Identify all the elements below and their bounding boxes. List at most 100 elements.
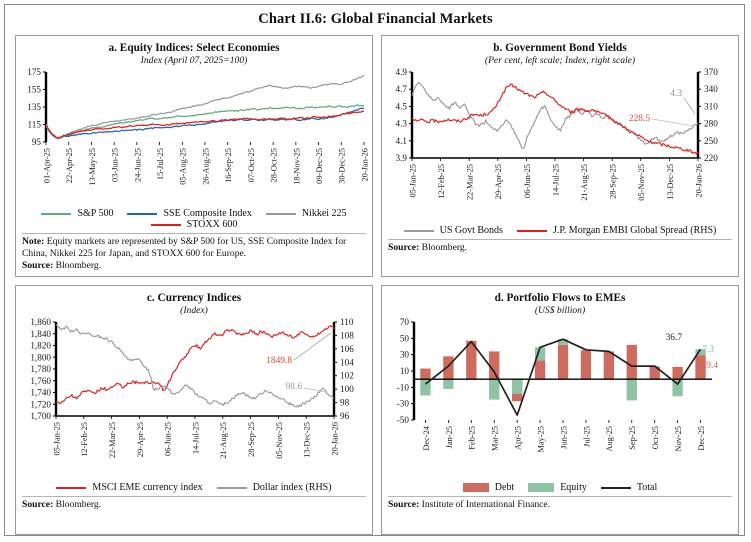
svg-text:1,860: 1,860 bbox=[30, 317, 51, 327]
svg-text:1,800: 1,800 bbox=[30, 352, 51, 362]
source-label: Source: bbox=[22, 260, 54, 272]
svg-text:220: 220 bbox=[704, 153, 718, 163]
svg-text:24-Jun-25: 24-Jun-25 bbox=[133, 148, 142, 182]
svg-text:280: 280 bbox=[704, 119, 718, 129]
legend-item: US Govt Bonds bbox=[403, 225, 503, 236]
legend-item: MSCI EME currency index bbox=[56, 482, 203, 493]
svg-text:106: 106 bbox=[340, 344, 354, 354]
legend-label: Nikkei 225 bbox=[301, 208, 347, 219]
svg-text:07-Oct-25: 07-Oct-25 bbox=[247, 148, 256, 182]
svg-text:1,700: 1,700 bbox=[30, 411, 51, 421]
page-title: Chart II.6: Global Financial Markets bbox=[258, 11, 493, 27]
legend-swatch-icon bbox=[528, 483, 555, 492]
svg-text:28-Oct-25: 28-Oct-25 bbox=[270, 148, 279, 182]
svg-text:1,720: 1,720 bbox=[30, 399, 51, 409]
panel-equity-indices: a. Equity Indices: Select Economies Inde… bbox=[15, 35, 373, 277]
svg-text:22-Mar-25: 22-Mar-25 bbox=[108, 422, 117, 458]
legend-label: Debt bbox=[494, 482, 515, 493]
legend-label: S&P 500 bbox=[77, 208, 114, 219]
svg-text:36.7: 36.7 bbox=[666, 333, 683, 343]
panel-b-legend: US Govt Bonds J.P. Morgan EMBI Global Spr… bbox=[382, 225, 738, 236]
legend-swatch-icon bbox=[56, 486, 87, 489]
svg-text:98.6: 98.6 bbox=[286, 382, 303, 392]
svg-text:96: 96 bbox=[340, 411, 350, 421]
svg-text:Jul-25: Jul-25 bbox=[582, 426, 591, 447]
svg-text:108: 108 bbox=[340, 330, 354, 340]
svg-text:310: 310 bbox=[704, 101, 718, 111]
svg-text:20-Jan-26: 20-Jan-26 bbox=[694, 164, 703, 198]
source-label: Source: bbox=[22, 499, 54, 510]
svg-text:Nov-25: Nov-25 bbox=[674, 426, 683, 452]
panel-d-legend: Debt Equity Total bbox=[382, 482, 738, 493]
svg-text:01-Apr-25: 01-Apr-25 bbox=[42, 148, 51, 183]
svg-text:3.9: 3.9 bbox=[396, 153, 408, 163]
legend-label: STOXX 600 bbox=[186, 219, 238, 230]
svg-text:12-Feb-25: 12-Feb-25 bbox=[80, 422, 89, 457]
legend-swatch-icon bbox=[216, 486, 247, 489]
svg-text:175: 175 bbox=[27, 67, 41, 77]
legend-label: Equity bbox=[560, 482, 587, 493]
panel-b-source: Source: Bloomberg. bbox=[382, 242, 738, 253]
legend-swatch-icon bbox=[150, 223, 181, 226]
svg-text:05-Nov-25: 05-Nov-25 bbox=[275, 422, 284, 459]
svg-text:14-Jul-25: 14-Jul-25 bbox=[551, 164, 560, 196]
svg-text:29-Apr-25: 29-Apr-25 bbox=[136, 422, 145, 457]
legend-label: US Govt Bonds bbox=[439, 225, 503, 236]
panel-d-subtitle: (US$ billion) bbox=[534, 305, 586, 316]
svg-text:370: 370 bbox=[704, 67, 718, 77]
legend-swatch-icon bbox=[41, 212, 72, 215]
svg-text:06-Jun-25: 06-Jun-25 bbox=[523, 164, 532, 198]
svg-text:100: 100 bbox=[340, 384, 354, 394]
svg-text:06-Jun-25: 06-Jun-25 bbox=[164, 422, 173, 456]
svg-text:102: 102 bbox=[340, 371, 354, 381]
svg-text:-50: -50 bbox=[397, 415, 410, 425]
svg-text:Aug-25: Aug-25 bbox=[605, 426, 614, 452]
svg-text:14-Jul-25: 14-Jul-25 bbox=[191, 422, 200, 454]
svg-text:05-Aug-25: 05-Aug-25 bbox=[179, 148, 188, 185]
note-label: Note: bbox=[22, 236, 45, 247]
panel-b-plot: 3.9 4.1 4.3 4.5 4.7 4.9 220 250 280 310 340 370 05-J… bbox=[382, 66, 738, 221]
panel-a-source: Source: Bloomberg. bbox=[16, 260, 372, 271]
panel-c-divider bbox=[22, 496, 366, 497]
svg-text:30: 30 bbox=[400, 350, 410, 360]
svg-text:4.9: 4.9 bbox=[396, 67, 408, 77]
panel-b-divider bbox=[388, 239, 732, 240]
svg-text:115: 115 bbox=[28, 120, 42, 130]
svg-text:Mar-25: Mar-25 bbox=[491, 426, 500, 451]
legend-swatch-icon bbox=[600, 486, 631, 489]
panel-c-source: Source: Bloomberg. bbox=[16, 499, 372, 510]
svg-text:50: 50 bbox=[400, 333, 410, 343]
legend-swatch-icon bbox=[462, 483, 489, 492]
legend-swatch-icon bbox=[403, 229, 434, 232]
panel-b-title: b. Government Bond Yields bbox=[493, 42, 627, 54]
panel-bond-yields: b. Government Bond Yields (Per cent, lef… bbox=[381, 35, 739, 277]
svg-text:29.4: 29.4 bbox=[702, 361, 719, 371]
svg-text:1,760: 1,760 bbox=[30, 376, 51, 386]
svg-text:13-Dec-25: 13-Dec-25 bbox=[303, 422, 312, 458]
svg-text:20-Jan-26: 20-Jan-26 bbox=[360, 148, 369, 182]
source-label: Source: bbox=[388, 499, 420, 510]
svg-text:28-Sep-25: 28-Sep-25 bbox=[247, 422, 256, 457]
panel-d-divider bbox=[388, 496, 732, 497]
svg-text:-30: -30 bbox=[397, 399, 410, 409]
svg-text:16-Sep-25: 16-Sep-25 bbox=[224, 148, 233, 183]
svg-text:4.5: 4.5 bbox=[396, 101, 408, 111]
svg-text:340: 340 bbox=[704, 84, 718, 94]
note-text: Equity markets are represented by S&P 50… bbox=[22, 236, 347, 259]
svg-text:1,840: 1,840 bbox=[30, 329, 51, 339]
panel-d-title: d. Portfolio Flows to EMEs bbox=[494, 292, 626, 304]
svg-text:May-25: May-25 bbox=[536, 426, 545, 453]
svg-text:Dec-24: Dec-24 bbox=[422, 425, 431, 450]
svg-text:05-Jan-25: 05-Jan-25 bbox=[408, 164, 417, 198]
panel-b-subtitle: (Per cent, left scale; Index, right scal… bbox=[484, 55, 636, 66]
svg-text:7.3: 7.3 bbox=[702, 345, 714, 355]
panel-a-legend: S&P 500 SSE Composite Index Nikkei 225 STOX… bbox=[16, 208, 372, 230]
svg-text:1849.8: 1849.8 bbox=[266, 356, 292, 366]
svg-text:05-Nov-25: 05-Nov-25 bbox=[637, 164, 646, 201]
legend-item: Debt bbox=[462, 482, 515, 493]
svg-text:03-Jun-25: 03-Jun-25 bbox=[111, 148, 120, 182]
svg-text:4.3: 4.3 bbox=[670, 89, 682, 99]
legend-swatch-icon bbox=[265, 212, 296, 215]
svg-text:250: 250 bbox=[704, 136, 718, 146]
svg-text:21-Aug-25: 21-Aug-25 bbox=[580, 164, 589, 201]
